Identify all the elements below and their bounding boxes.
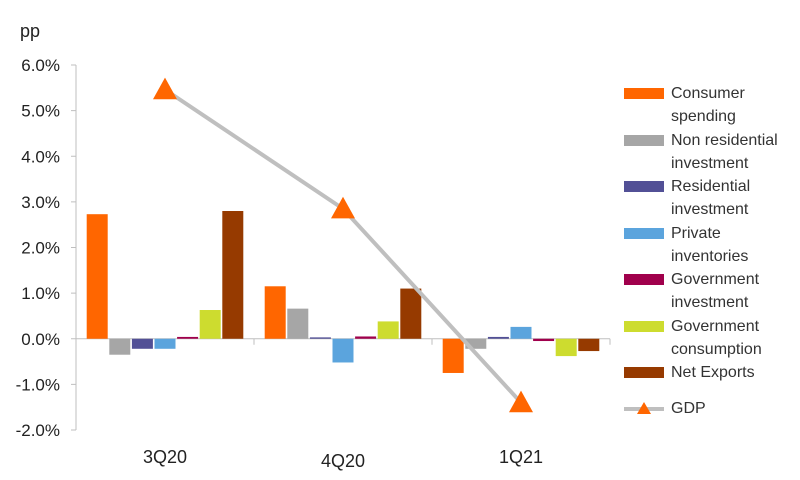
gdp-marker bbox=[153, 77, 177, 100]
legend-gdp-icon bbox=[624, 399, 664, 419]
legend-label: Government investment bbox=[671, 268, 759, 314]
x-category-label: 4Q20 bbox=[321, 451, 365, 471]
x-category-label: 1Q21 bbox=[499, 447, 543, 467]
legend-item-government-consumption: Government consumption bbox=[624, 315, 796, 362]
bar-government-investment bbox=[355, 336, 377, 339]
bar-non-residential-investment bbox=[287, 308, 309, 339]
gdp-marker bbox=[509, 390, 533, 413]
bar-government-investment bbox=[177, 336, 199, 339]
legend-label: Residential investment bbox=[671, 175, 750, 221]
legend-swatch bbox=[624, 320, 664, 332]
legend-label-line: Net Exports bbox=[671, 364, 755, 381]
y-tick-label: -2.0% bbox=[16, 421, 60, 440]
bar-private-inventories bbox=[510, 326, 532, 339]
legend-label: Government consumption bbox=[671, 315, 762, 361]
legend-item-private-inventories: Private inventories bbox=[624, 222, 796, 269]
legend-label: Net Exports bbox=[671, 361, 755, 384]
bar-non-residential-investment bbox=[109, 338, 131, 355]
bar-residential-investment bbox=[487, 336, 509, 339]
y-tick-label: -1.0% bbox=[16, 375, 60, 394]
legend-swatch bbox=[624, 181, 664, 192]
legend-label-line: Consumer bbox=[671, 85, 745, 102]
bar-residential-investment bbox=[309, 337, 331, 339]
legend-label: Non residential investment bbox=[671, 129, 778, 175]
bar-consumer-spending bbox=[442, 338, 464, 373]
legend-label-line: Non residential bbox=[671, 131, 778, 149]
legend-label-gdp: GDP bbox=[671, 400, 706, 417]
legend: Consumer spending Non residential investmen… bbox=[624, 82, 796, 420]
legend-swatch bbox=[624, 367, 664, 378]
legend-swatch bbox=[624, 134, 664, 146]
bar-consumer-spending bbox=[264, 286, 286, 339]
legend-item-residential-investment: Residential investment bbox=[624, 175, 796, 222]
legend-item-non-residential-investment: Non residential investment bbox=[624, 129, 796, 176]
legend-label-line: consumption bbox=[671, 340, 762, 358]
legend-label-line: Residential bbox=[671, 178, 751, 195]
bar-government-consumption bbox=[555, 338, 577, 357]
x-category-label: 3Q20 bbox=[143, 447, 187, 467]
y-axis: 6.0% 5.0% 4.0% 3.0% 2.0% 1.0% 0.0% -1.0% -2.0% bbox=[16, 56, 77, 440]
bar-net-exports bbox=[400, 288, 422, 339]
legend-item-net-exports: Net Exports bbox=[624, 361, 796, 391]
bar-private-inventories bbox=[154, 338, 176, 349]
bar-non-residential-investment bbox=[465, 338, 487, 349]
legend-label: Private inventories bbox=[671, 222, 748, 268]
bar-government-consumption bbox=[199, 310, 221, 339]
bar-residential-investment bbox=[131, 338, 153, 349]
y-tick-label: 5.0% bbox=[21, 102, 60, 121]
legend-label: Consumer spending bbox=[671, 82, 745, 128]
legend-swatch bbox=[624, 227, 664, 239]
bar-government-investment bbox=[533, 338, 555, 342]
legend-label-line: Government bbox=[671, 317, 760, 335]
bar-net-exports bbox=[222, 211, 244, 339]
legend-swatch bbox=[624, 88, 664, 99]
legend-label-line: investment bbox=[671, 154, 749, 172]
legend-label-line: investment bbox=[671, 294, 749, 311]
bar-private-inventories bbox=[332, 338, 354, 363]
y-tick-label: 3.0% bbox=[21, 193, 60, 212]
bars bbox=[86, 211, 600, 373]
bar-consumer-spending bbox=[86, 214, 108, 339]
legend-item-consumer-spending: Consumer spending bbox=[624, 82, 796, 129]
y-tick-label: 2.0% bbox=[21, 239, 60, 258]
y-unit-label: pp bbox=[20, 21, 40, 41]
bar-net-exports bbox=[578, 338, 600, 352]
legend-label-line: investment bbox=[671, 201, 749, 218]
y-tick-label: 1.0% bbox=[21, 284, 60, 303]
legend-label-line: Private bbox=[671, 224, 721, 242]
y-tick-label: 6.0% bbox=[21, 56, 60, 75]
gdp-marker bbox=[331, 196, 355, 219]
y-tick-label: 0.0% bbox=[21, 330, 60, 349]
legend-label-line: inventories bbox=[671, 247, 749, 265]
bar-government-consumption bbox=[377, 321, 399, 339]
gdp-line bbox=[153, 77, 533, 413]
legend-items: Consumer spending Non residential investmen… bbox=[624, 82, 796, 391]
y-tick-label: 4.0% bbox=[21, 147, 60, 166]
legend-label-line: spending bbox=[671, 108, 736, 125]
legend-swatch bbox=[624, 274, 664, 285]
legend-item-gdp: GDP bbox=[624, 397, 796, 420]
legend-label-line: Government bbox=[671, 271, 760, 288]
legend-item-government-investment: Government investment bbox=[624, 268, 796, 315]
